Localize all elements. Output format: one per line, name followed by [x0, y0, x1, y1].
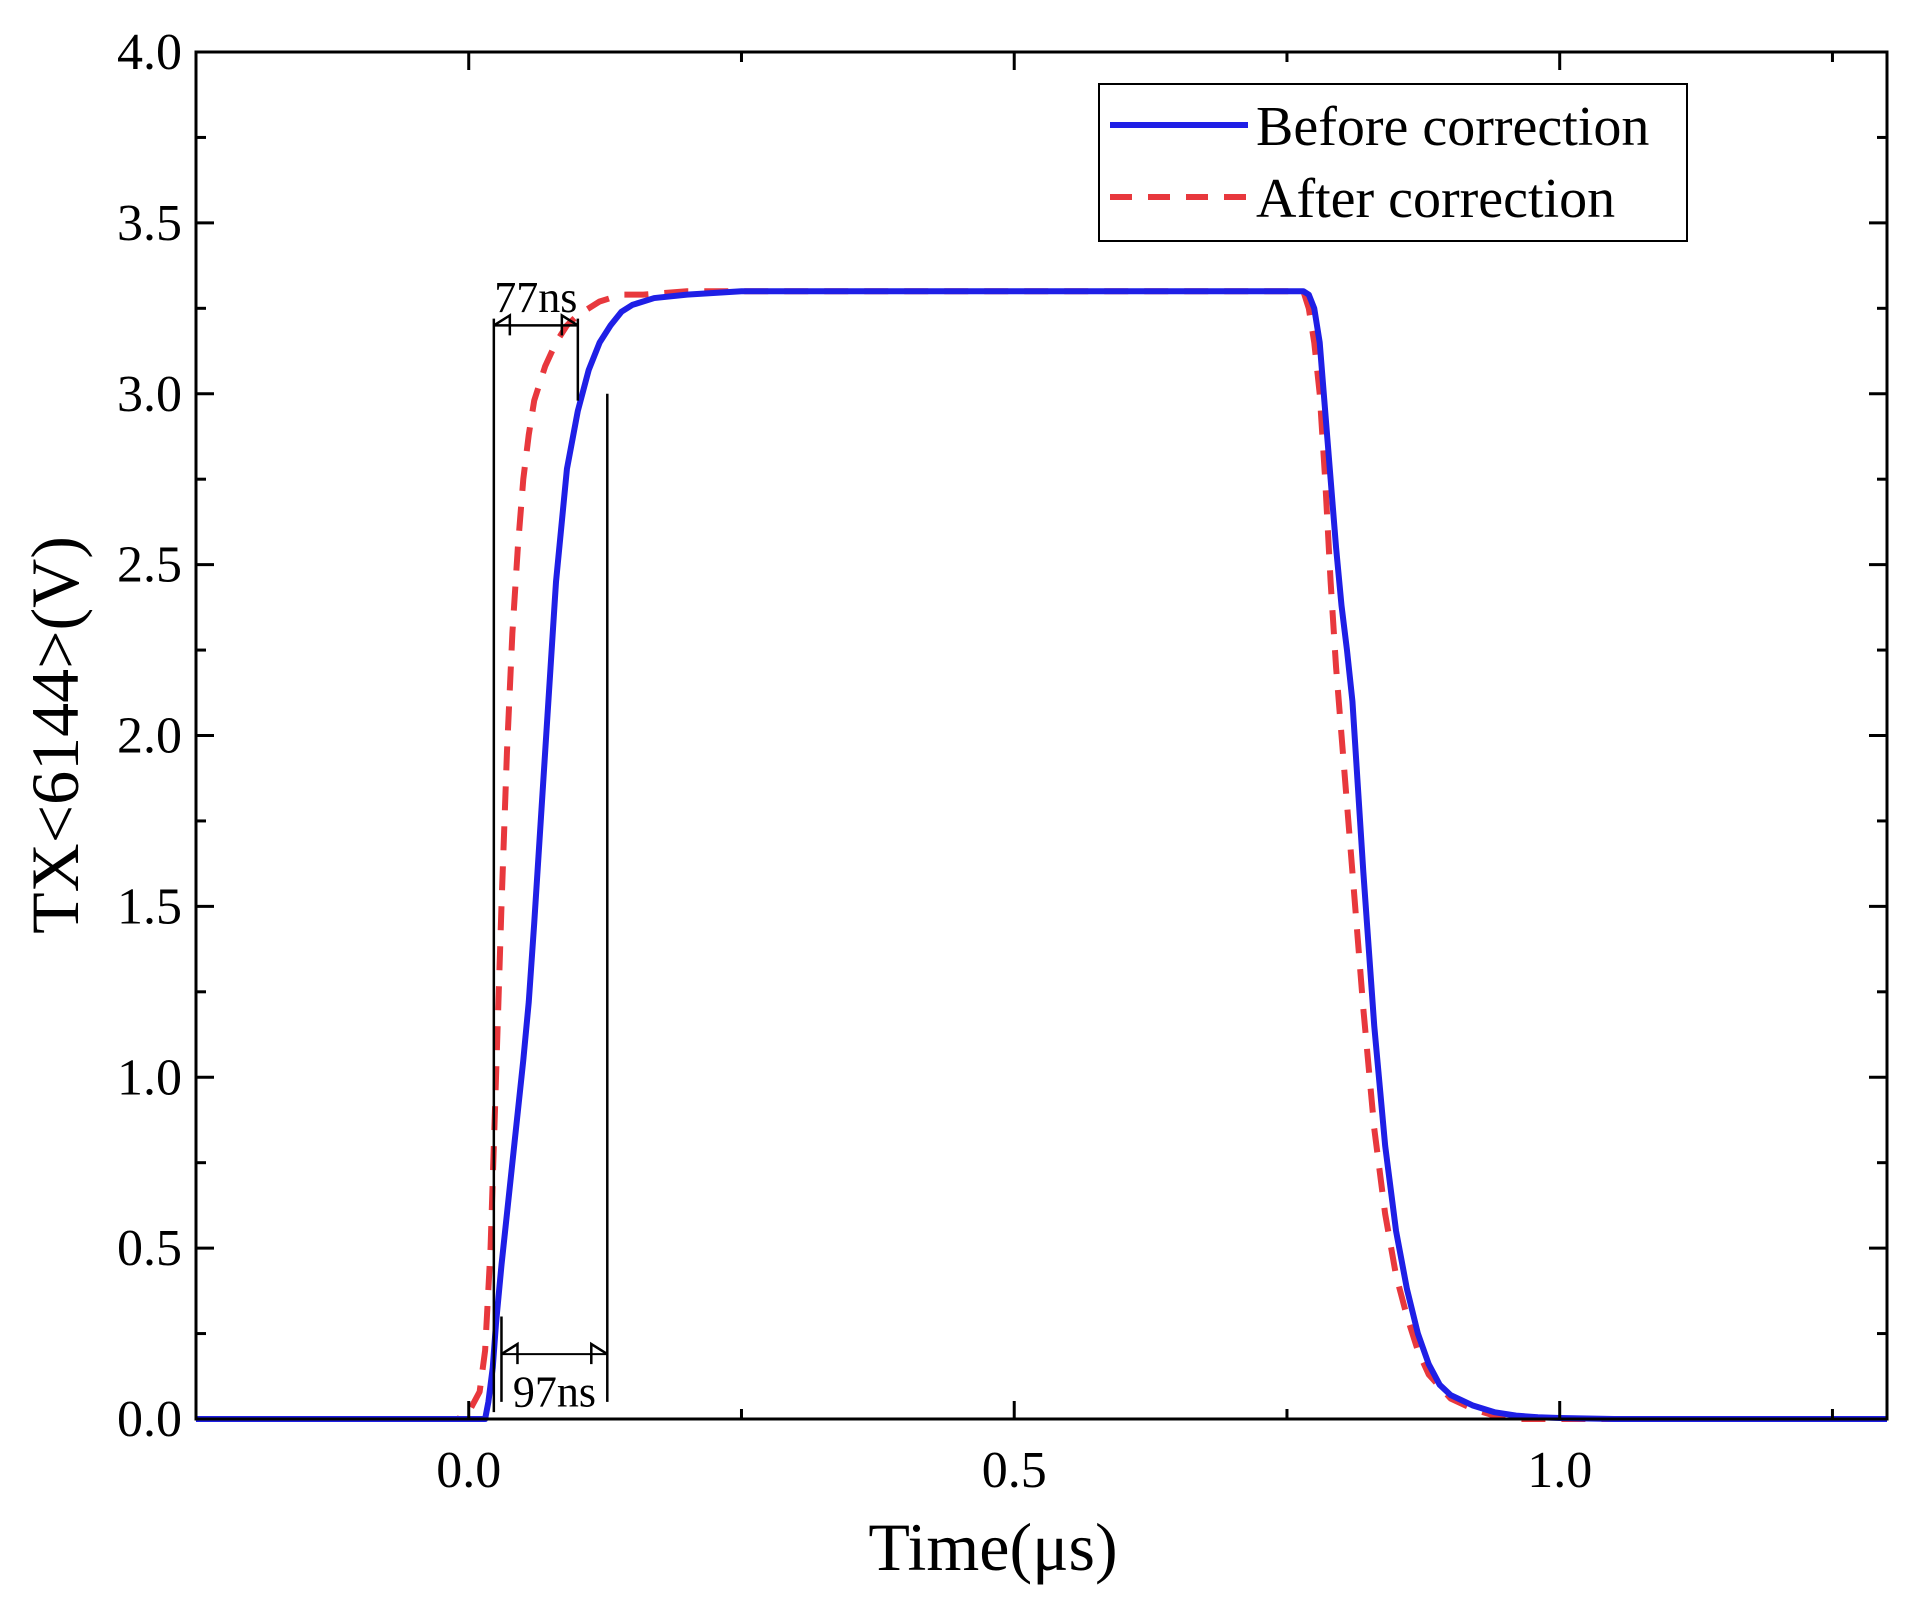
legend-label-after-correction: After correction — [1256, 168, 1615, 230]
tick-layer — [194, 50, 1887, 1421]
legend: Before correction After correction — [1098, 83, 1688, 242]
legend-box — [1098, 83, 1688, 242]
annotation-77ns-arrowhead-right — [560, 313, 579, 336]
y-axis-title: TX<6144>(V) — [17, 536, 93, 934]
y-tick-label: 1.5 — [117, 878, 182, 935]
y-tick-label: 4.0 — [117, 24, 182, 81]
annotation-77ns-arrowhead-left — [493, 313, 512, 336]
annotation-97ns-arrowhead-right — [590, 1341, 608, 1365]
y-tick-label: 0.5 — [117, 1220, 182, 1277]
series-line-after-correction — [196, 288, 1887, 1422]
y-tick-label: 2.5 — [117, 537, 182, 594]
series-line-before-correction — [196, 288, 1887, 1422]
y-tick-label: 3.5 — [117, 195, 182, 252]
y-tick-label: 3.0 — [117, 366, 182, 423]
x-tick-label: 0.5 — [982, 1442, 1047, 1499]
annotation-97ns-arrowhead-left — [500, 1341, 519, 1365]
y-tick-label: 0.0 — [117, 1391, 182, 1448]
annotation-layer: 77ns 97ns — [492, 273, 609, 1417]
y-tick-label: 2.0 — [117, 708, 182, 765]
x-axis-title: Time(μs) — [868, 1509, 1117, 1585]
tick-label-layer: 0.0 0.5 1.0 0.0 0.5 1.0 1.5 2.0 2.5 3.0 3.5 4.0 — [117, 24, 1592, 1499]
plot-area: 77ns 97ns — [196, 273, 1887, 1422]
annotation-97ns-label: 97ns — [513, 1368, 596, 1417]
legend-label-before-correction: Before correction — [1256, 96, 1649, 158]
annotation-77ns-label: 77ns — [494, 273, 577, 322]
y-tick-label: 1.0 — [117, 1049, 182, 1106]
x-tick-label: 1.0 — [1527, 1442, 1592, 1499]
series-layer — [196, 288, 1887, 1422]
x-tick-label: 0.0 — [436, 1442, 501, 1499]
